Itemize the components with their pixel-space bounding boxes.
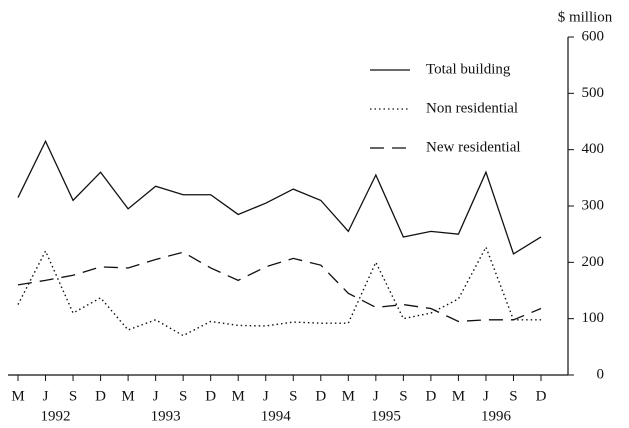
x-tick-label: M	[232, 388, 245, 404]
x-tick-label: S	[69, 388, 77, 404]
data-line	[17, 251, 542, 323]
y-tick-label: 0	[597, 366, 605, 382]
x-tick-label: S	[179, 388, 187, 404]
y-tick-label: 500	[582, 85, 605, 101]
x-tick-label: J	[43, 388, 49, 404]
x-tick-label: S	[509, 388, 517, 404]
y-tick-label: 600	[582, 28, 605, 44]
legend-label: New residential	[426, 139, 521, 155]
data-line	[17, 245, 541, 337]
data-line	[17, 139, 542, 255]
year-label: 1993	[151, 408, 181, 424]
x-tick-label: M	[11, 388, 24, 404]
x-tick-label: M	[342, 388, 355, 404]
y-axis-label: $ million	[558, 9, 613, 25]
year-label: 1996	[481, 408, 512, 424]
year-label: 1995	[371, 408, 401, 424]
y-tick-label: 400	[582, 141, 605, 157]
x-tick-label: S	[399, 388, 407, 404]
y-tick-label: 300	[582, 197, 605, 213]
x-tick-label: S	[289, 388, 297, 404]
x-tick-label: M	[452, 388, 465, 404]
x-tick-label: J	[373, 388, 379, 404]
legend-label: Total building	[426, 61, 511, 77]
year-label: 1992	[41, 408, 71, 424]
x-tick-label: D	[315, 388, 326, 404]
year-label: 1994	[261, 408, 292, 424]
x-tick-label: D	[425, 388, 436, 404]
x-tick-label: M	[121, 388, 134, 404]
legend-label: Non residential	[426, 100, 518, 116]
y-tick-label: 200	[582, 254, 605, 270]
y-tick-label: 100	[582, 310, 605, 326]
x-tick-label: J	[153, 388, 159, 404]
x-tick-label: J	[483, 388, 489, 404]
x-tick-label: D	[95, 388, 106, 404]
x-tick-label: J	[263, 388, 269, 404]
x-tick-label: D	[536, 388, 547, 404]
x-tick-label: D	[205, 388, 216, 404]
